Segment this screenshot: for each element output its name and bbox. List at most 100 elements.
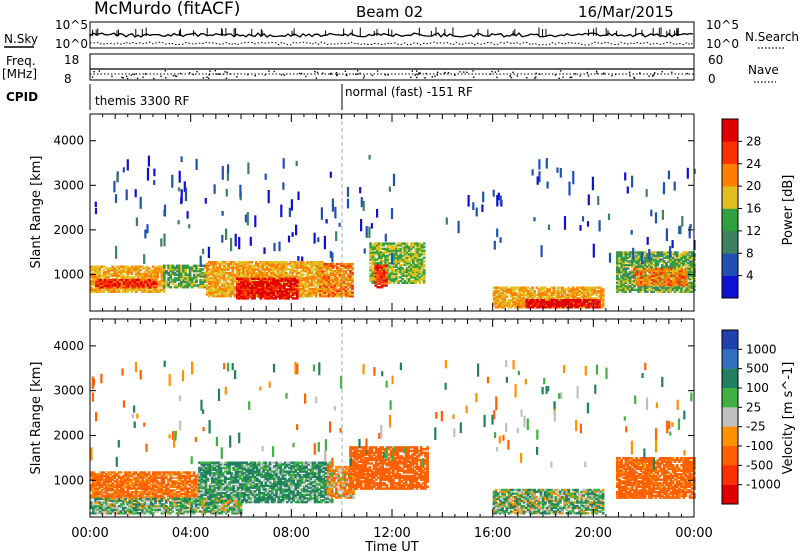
noise-echo	[669, 246, 672, 258]
scatter-cell	[310, 295, 314, 298]
scatter-cell	[412, 263, 415, 267]
nsky-line	[89, 32, 694, 38]
scatter-cell	[233, 287, 237, 291]
scatter-cell	[684, 276, 688, 280]
scatter-cell	[246, 275, 250, 278]
scatter-cell	[659, 274, 662, 278]
scatter-cell	[591, 290, 594, 293]
scatter-cell	[289, 291, 292, 294]
scatter-cell	[588, 295, 592, 298]
scatter-cell	[250, 295, 254, 298]
scatter-cell	[503, 288, 507, 291]
scatter-cell	[160, 283, 164, 286]
scatter-cell	[265, 275, 269, 278]
scatter-cell	[167, 268, 170, 271]
scatter-cell	[278, 266, 282, 269]
scatter-cell	[240, 287, 243, 291]
nave-dot	[579, 75, 581, 77]
colorbar-tick-label: 20	[746, 179, 761, 193]
scatter-cell	[380, 247, 383, 251]
scatter-cell	[233, 293, 237, 296]
scatter-cell	[661, 271, 665, 274]
scatter-cell	[616, 272, 619, 276]
scatter-cell	[572, 304, 576, 307]
scatter-cell	[105, 474, 108, 478]
scatter-cell	[222, 261, 226, 264]
nave-dot	[359, 72, 361, 75]
scatter-cell	[158, 267, 162, 270]
scatter-cell	[684, 288, 688, 292]
scatter-cell	[310, 289, 314, 292]
scatter-cell	[682, 256, 685, 259]
scatter-cell	[255, 271, 258, 275]
cpid-mode-1: themis 3300 RF	[95, 94, 189, 108]
scatter-cell	[158, 279, 162, 283]
nave-dot	[344, 70, 347, 72]
scatter-cell	[544, 291, 547, 295]
scatter-cell	[686, 253, 690, 256]
scatter-cell	[171, 270, 175, 273]
scatter-cell	[420, 274, 424, 277]
scatter-cell	[113, 269, 117, 272]
noise-echo	[116, 175, 119, 182]
scatter-cell	[111, 274, 115, 277]
scatter-cell	[620, 267, 623, 270]
scatter-cell	[238, 290, 241, 293]
scatter-cell	[276, 279, 280, 282]
scatter-cell	[522, 291, 526, 295]
scatter-cell	[295, 261, 299, 264]
scatter-cell	[235, 266, 239, 269]
scatter-cell	[257, 281, 261, 284]
scatter-cell	[238, 295, 241, 298]
scatter-cell	[263, 268, 267, 271]
nave-dot	[559, 70, 562, 72]
scatter-cell	[248, 282, 252, 286]
nave-dot	[510, 76, 513, 79]
scatter-cell	[550, 293, 554, 296]
scatter-cell	[141, 267, 144, 270]
scatter-cell	[171, 280, 175, 284]
scatter-cell	[261, 290, 265, 293]
scatter-cell	[375, 244, 379, 247]
scatter-cell	[567, 293, 571, 296]
scatter-cell	[145, 269, 149, 272]
scatter-cell	[680, 290, 683, 293]
scatter-cell	[574, 306, 578, 309]
scatter-cell	[620, 269, 623, 272]
nave-dot	[633, 77, 636, 80]
scatter-cell	[314, 286, 318, 289]
scatter-cell	[346, 275, 350, 278]
scatter-cell	[388, 279, 392, 283]
scatter-cell	[371, 245, 375, 249]
scatter-cell	[686, 288, 690, 292]
scatter-cell	[675, 256, 679, 259]
noise-echo	[368, 154, 371, 160]
nave-dot	[586, 71, 588, 74]
noise-echo	[365, 226, 368, 238]
noise-echo	[679, 225, 682, 235]
scatter-cell	[133, 282, 137, 285]
scatter-cell	[297, 282, 301, 285]
scatter-cell	[388, 253, 392, 256]
scatter-cell	[522, 306, 526, 309]
scatter-cell	[511, 297, 515, 300]
scatter-cell	[336, 295, 339, 298]
scatter-cell	[248, 288, 252, 291]
scatter-cell	[336, 282, 339, 285]
scatter-cell	[297, 291, 301, 294]
scatter-cell	[656, 290, 660, 293]
scatter-cell	[663, 276, 667, 280]
scatter-cell	[522, 304, 526, 307]
scatter-cell	[291, 277, 295, 280]
scatter-cell	[505, 286, 509, 289]
scatter-cell	[682, 253, 685, 256]
scatter-cell	[673, 290, 677, 293]
nave-dot	[206, 76, 208, 78]
scatter-cell	[616, 274, 619, 277]
scatter-cell	[582, 290, 586, 293]
scatter-cell	[622, 276, 626, 279]
scatter-cell	[637, 253, 641, 256]
scatter-cell	[122, 269, 125, 272]
scatter-cell	[195, 266, 198, 269]
scatter-cell	[620, 263, 623, 267]
